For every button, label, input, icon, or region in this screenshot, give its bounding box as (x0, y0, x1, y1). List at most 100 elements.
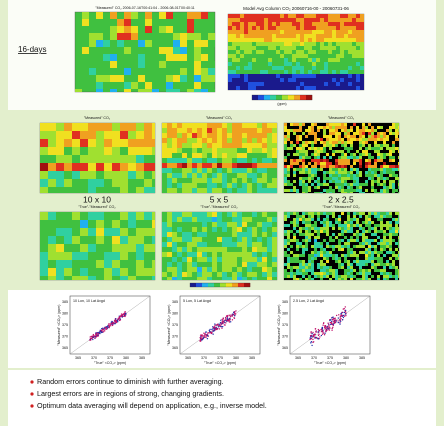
map-cell (383, 215, 386, 218)
map-cell (290, 171, 293, 174)
map-cell (350, 257, 353, 260)
map-cell (335, 218, 338, 221)
map-cell (267, 188, 272, 193)
map-cell (284, 18, 288, 22)
map-cell (48, 220, 56, 228)
map-cell (359, 183, 362, 186)
map-cell (173, 54, 180, 61)
map-cell (320, 263, 323, 266)
map-cell (264, 22, 268, 26)
map-cell (257, 128, 262, 133)
map-cell (64, 220, 72, 228)
map-cell (314, 177, 317, 180)
map-cell (287, 272, 290, 275)
map-cell (272, 257, 277, 262)
map-cell (386, 156, 389, 159)
map-cell (359, 218, 362, 221)
map-cell (377, 141, 380, 144)
map-cell (304, 74, 308, 78)
map-cell (329, 150, 332, 153)
map-cell (257, 163, 262, 168)
map-cell (311, 248, 314, 251)
map-cell (328, 26, 332, 30)
map-cell (320, 192, 323, 193)
map-cell (344, 82, 348, 86)
map-cell (314, 189, 317, 192)
map-cell (197, 232, 202, 237)
map-cell (389, 159, 392, 162)
map-cell (247, 257, 252, 262)
map-cell (368, 180, 371, 183)
map-cell (389, 180, 392, 183)
map-cell (332, 138, 335, 141)
map-cell (353, 269, 356, 272)
map-cell (311, 189, 314, 192)
map-cell (262, 242, 267, 247)
map-cell (344, 251, 347, 254)
map-cell (340, 62, 344, 66)
map-cell (256, 62, 260, 66)
map-cell (232, 26, 236, 30)
map-cell (353, 147, 356, 150)
map-cell (222, 143, 227, 148)
scatter-point (221, 327, 222, 328)
map-cell (341, 126, 344, 129)
map-cell (392, 272, 395, 275)
map-cell (338, 156, 341, 159)
map-cell (287, 141, 290, 144)
map-cell (359, 266, 362, 269)
map-cell (386, 132, 389, 135)
map-cell (347, 230, 350, 233)
map-cell (232, 143, 237, 148)
map-cell (112, 163, 120, 171)
map-cell (244, 18, 248, 22)
map-cell (296, 30, 300, 34)
map-cell (317, 132, 320, 135)
map-cell (395, 254, 398, 257)
map-cell (383, 168, 386, 171)
map-cell (365, 242, 368, 245)
map-cell (272, 163, 277, 168)
map-cell (317, 272, 320, 275)
map-cell (187, 68, 194, 75)
map-cell (341, 245, 344, 248)
map-cell (40, 244, 48, 252)
map-cell (374, 129, 377, 132)
map-cell (152, 252, 155, 260)
map-cell (296, 126, 299, 129)
map-cell (264, 38, 268, 42)
map-cell (182, 188, 187, 193)
y-tick-label: 380 (282, 311, 288, 315)
map-cell (326, 218, 329, 221)
map-cell (302, 168, 305, 171)
map-cell (299, 180, 302, 183)
map-cell (284, 251, 287, 254)
map-cell (257, 227, 262, 232)
map-cell (167, 148, 172, 153)
map-cell (284, 82, 288, 86)
map-cell (359, 126, 362, 129)
map-cell (222, 158, 227, 163)
map-cell (299, 174, 302, 177)
map-cell (252, 217, 257, 222)
map-cell (365, 132, 368, 135)
map-cell (287, 168, 290, 171)
map-cell (374, 153, 377, 156)
map-cell (344, 260, 347, 263)
map-cell (56, 163, 64, 171)
map-cell (177, 272, 182, 277)
scatter-point (93, 335, 94, 336)
map-cell (304, 66, 308, 70)
map-cell (341, 239, 344, 242)
map-cell (247, 173, 252, 178)
map-cell (247, 163, 252, 168)
map-cell (40, 171, 48, 179)
map-cell (248, 34, 252, 38)
map-cell (365, 257, 368, 260)
map-cell (383, 230, 386, 233)
map-cell (362, 150, 365, 153)
map-cell (104, 147, 112, 155)
map-cell (335, 171, 338, 174)
map-cell (296, 239, 299, 242)
map-cell (227, 272, 232, 277)
